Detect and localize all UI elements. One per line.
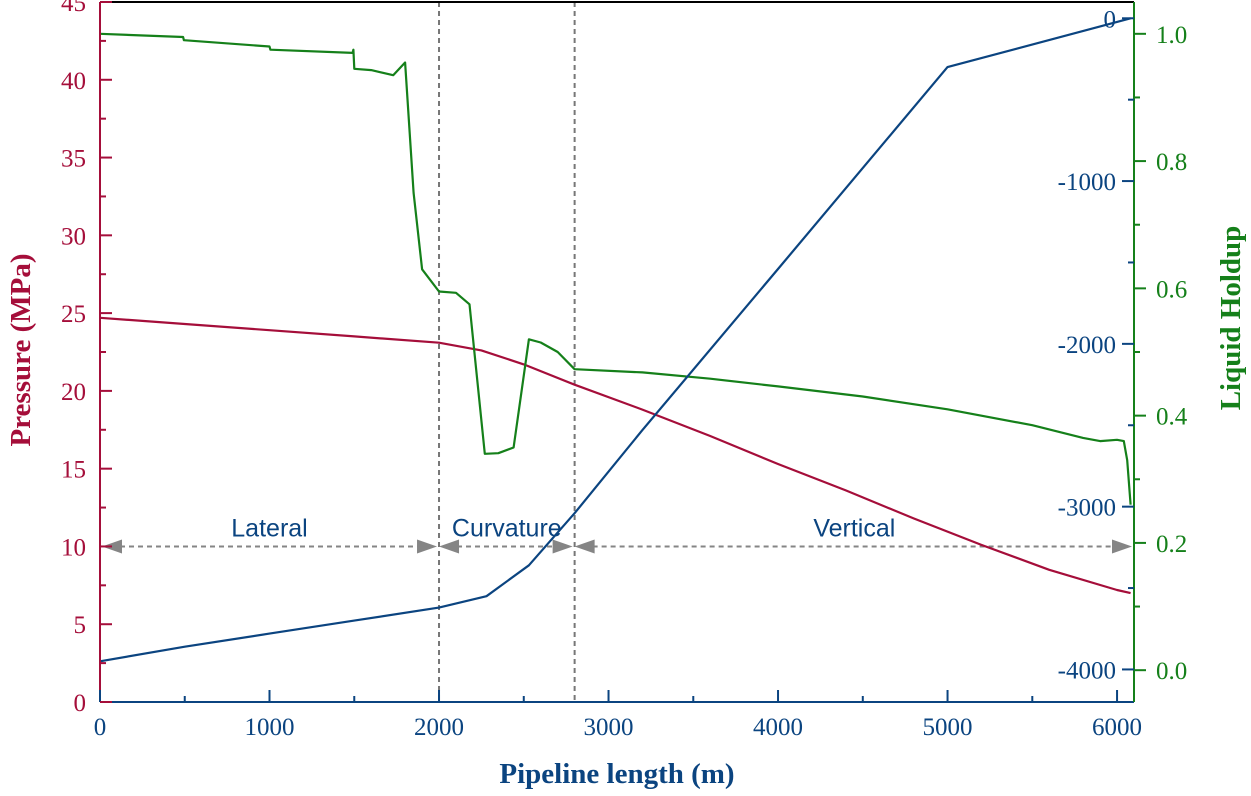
region-label: Vertical — [813, 514, 895, 542]
series-line-pressure — [99, 316, 1131, 595]
region-label: Lateral — [231, 514, 307, 542]
elevation-tick-label: -1000 — [1058, 169, 1116, 196]
right-tick-label: 0.4 — [1156, 404, 1188, 431]
left-tick-label: 0 — [74, 690, 87, 717]
x-tick-label: 5000 — [923, 714, 973, 741]
series-line-elevation — [99, 17, 1131, 663]
region-label: Curvature — [452, 514, 562, 542]
region-arrow-head-right — [417, 539, 438, 554]
left-tick-label: 35 — [61, 146, 86, 173]
right-tick-label: 0.6 — [1156, 276, 1187, 303]
left-tick-label: 45 — [61, 0, 86, 17]
x-tick-label: 4000 — [753, 714, 803, 741]
right-tick-label: 0.0 — [1156, 658, 1187, 685]
x-tick-label: 6000 — [1092, 714, 1142, 741]
left-tick-label: 25 — [61, 301, 86, 328]
x-tick-label: 2000 — [414, 714, 464, 741]
elevation-tick-label: -4000 — [1058, 657, 1116, 684]
x-tick-label: 3000 — [584, 714, 634, 741]
right-tick-label: 0.2 — [1156, 531, 1187, 558]
x-tick-label: 1000 — [245, 714, 295, 741]
left-tick-label: 5 — [74, 612, 87, 639]
x-tick-label: 0 — [94, 714, 107, 741]
series-layer — [99, 17, 1132, 663]
right-tick-label: 0.8 — [1156, 149, 1187, 176]
region-arrow-head-left — [574, 539, 595, 554]
left-tick-label: 40 — [61, 68, 86, 95]
axis-layer: 0 1000 2000 3000 4000 5000 6000 0 5 10 15 20 25 30 35 4… — [61, 0, 1188, 741]
left-tick-label: 10 — [61, 534, 86, 561]
elevation-tick-label: -2000 — [1058, 332, 1116, 359]
region-arrow-head-right — [552, 539, 573, 554]
region-arrow-head-right — [1112, 539, 1132, 554]
elevation-tick-label: -3000 — [1058, 495, 1116, 522]
right-axis-title: Liquid Holdup — [1215, 226, 1247, 411]
left-tick-label: 30 — [61, 223, 86, 250]
region-layer: Lateral Curvature Vertical — [102, 2, 1132, 702]
x-axis-title: Pipeline length (m) — [499, 758, 734, 790]
series-line-holdup — [99, 32, 1132, 505]
left-tick-label: 15 — [61, 457, 86, 484]
elevation-tick-label: 0 — [1104, 6, 1117, 33]
left-tick-label: 20 — [61, 379, 86, 406]
right-tick-label: 1.0 — [1156, 22, 1187, 49]
region-arrow-head-left — [439, 539, 460, 554]
left-axis-title: Pressure (MPa) — [5, 253, 37, 446]
